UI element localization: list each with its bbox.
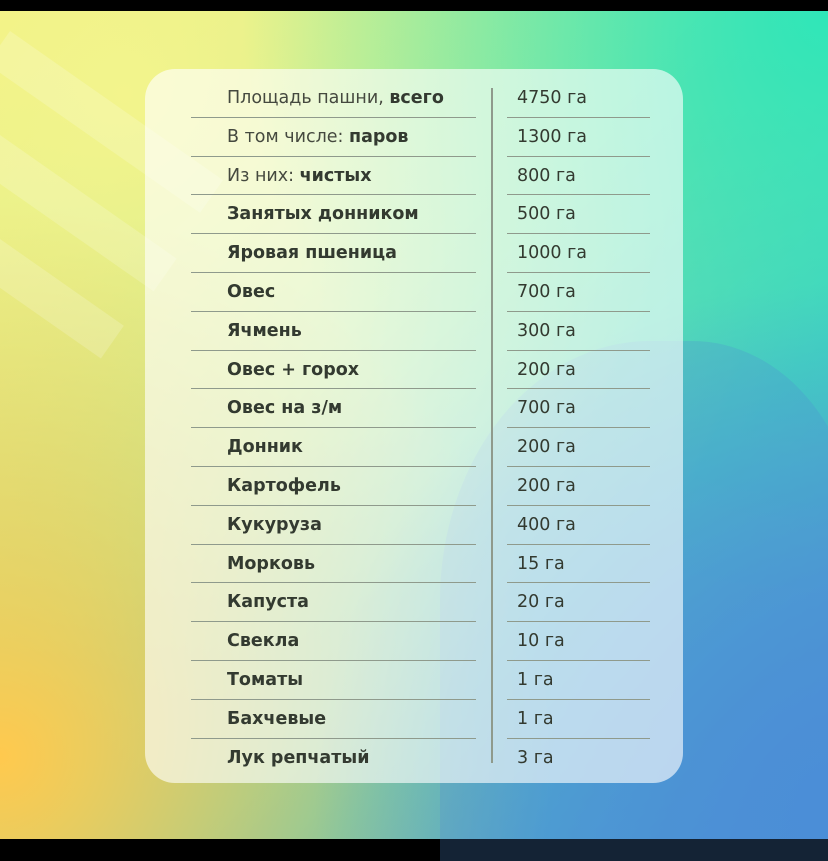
table-row: Ячмень 300 га (0, 312, 828, 351)
area-value-cell: 1 га (507, 661, 650, 700)
crop-name-cell: Ячмень (191, 312, 476, 351)
crop-name-cell: Капуста (191, 583, 476, 623)
area-value-cell: 1 га (507, 700, 650, 739)
area-value-cell: 200 га (507, 428, 650, 467)
crop-area-table: Площадь пашни, всего 4750 га В том числе: … (0, 79, 828, 777)
area-value-cell: 700 га (507, 389, 650, 429)
label-bold: Морковь (227, 553, 316, 574)
crop-name-cell: Лук репчатый (191, 739, 476, 778)
label-bold: Ячмень (227, 320, 302, 341)
table-row: Лук репчатый 3 га (0, 739, 828, 778)
area-value-cell: 10 га (507, 622, 650, 661)
table-row: В том числе: паров 1300 га (0, 118, 828, 157)
table-card (145, 69, 683, 783)
crop-name-cell: Свекла (191, 622, 476, 661)
crop-name-cell: Морковь (191, 545, 476, 584)
crop-name-cell: В том числе: паров (191, 118, 476, 157)
label-bold: Томаты (227, 669, 304, 690)
table-row: Овес на з/м 700 га (0, 389, 828, 429)
crop-name-cell: Томаты (191, 661, 476, 700)
crop-name-cell: Занятых донником (191, 195, 476, 235)
table-row: Яровая пшеница 1000 га (0, 234, 828, 273)
area-value-cell: 400 га (507, 506, 650, 545)
label-bold: Овес (227, 281, 276, 302)
label-bold: Овес на з/м (227, 398, 343, 419)
label-bold: паров (348, 126, 409, 147)
label-bold: всего (389, 88, 444, 108)
area-value-cell: 4750 га (507, 79, 650, 118)
table-row: Капуста 20 га (0, 583, 828, 623)
label-bold: Бахчевые (227, 708, 327, 729)
table-row: Из них: чистых 800 га (0, 157, 828, 196)
area-value-cell: 200 га (507, 467, 650, 506)
table-row: Свекла 10 га (0, 622, 828, 661)
area-value-cell: 1300 га (507, 118, 650, 157)
area-value-cell: 700 га (507, 273, 650, 312)
column-divider (491, 88, 493, 763)
area-value-cell: 20 га (507, 583, 650, 623)
crop-name-cell: Донник (191, 428, 476, 467)
table-row: Овес 700 га (0, 273, 828, 312)
crop-name-cell: Из них: чистых (191, 157, 476, 196)
crop-name-cell: Картофель (191, 467, 476, 506)
label-bold: чистых (299, 165, 372, 186)
label-bold: Яровая пшеница (227, 243, 397, 264)
area-value-cell: 3 га (517, 747, 554, 768)
table-row: Кукуруза 400 га (0, 506, 828, 545)
label-bold: Капуста (227, 592, 309, 613)
table-row: Картофель 200 га (0, 467, 828, 506)
table-row: Морковь 15 га (0, 545, 828, 584)
label-normal: В том числе: (227, 126, 349, 147)
crop-name-cell: Площадь пашни, всего (191, 79, 476, 118)
area-value-cell: 800 га (507, 157, 650, 196)
label-bold: Свекла (227, 631, 300, 652)
area-value-cell: 1000 га (507, 234, 650, 273)
table-row: Донник 200 га (0, 428, 828, 467)
area-value-cell: 500 га (507, 195, 650, 235)
crop-name-cell: Яровая пшеница (191, 234, 476, 273)
crop-name-cell: Бахчевые (191, 700, 476, 739)
table-row: Томаты 1 га (0, 661, 828, 700)
label-bold: Кукуруза (227, 514, 322, 535)
label-bold: Картофель (227, 475, 341, 496)
crop-name-cell: Кукуруза (191, 506, 476, 545)
label-bold: Донник (227, 437, 303, 458)
crop-name-cell: Овес + горох (191, 351, 476, 390)
area-value-cell: 15 га (507, 545, 650, 584)
label-bold: Овес + горох (227, 359, 360, 380)
crop-name-cell: Овес (191, 273, 476, 312)
table-row: Бахчевые 1 га (0, 700, 828, 739)
label-bold: Лук репчатый (227, 747, 370, 768)
area-value-cell: 200 га (507, 351, 650, 390)
table-row: Площадь пашни, всего 4750 га (0, 79, 828, 118)
area-value-cell: 300 га (507, 312, 650, 351)
label-normal: Из них: (227, 165, 300, 186)
table-row: Овес + горох 200 га (0, 351, 828, 390)
label-bold: Занятых донником (227, 204, 419, 225)
label-normal: Площадь пашни, (227, 88, 390, 108)
table-row: Занятых донником 500 га (0, 195, 828, 235)
crop-name-cell: Овес на з/м (191, 389, 476, 429)
